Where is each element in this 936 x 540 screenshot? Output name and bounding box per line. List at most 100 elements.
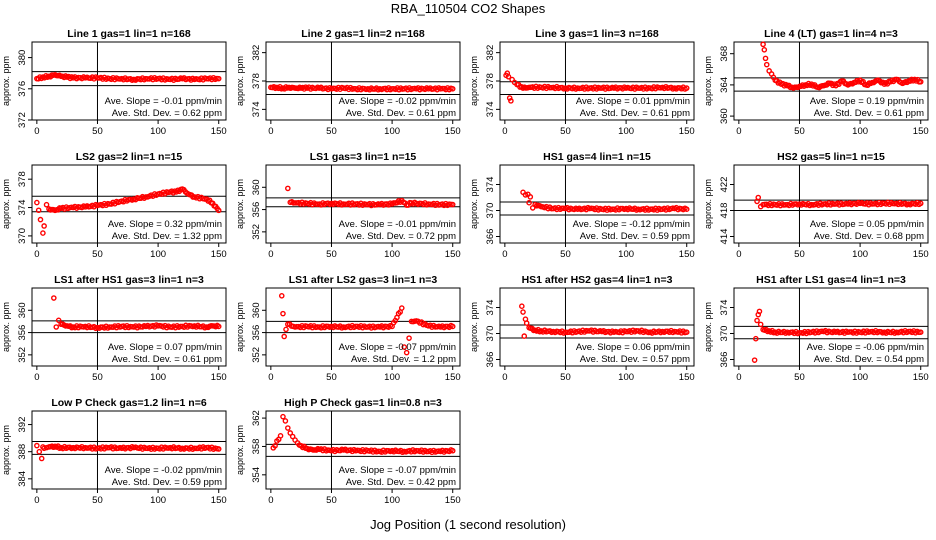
- data-point: [399, 449, 406, 456]
- data-point: [397, 199, 403, 205]
- data-point: [757, 321, 764, 328]
- data-point: [755, 194, 762, 201]
- plot-frame: [31, 287, 227, 367]
- x-tick-label: 50: [794, 249, 805, 260]
- x-tick-label: 150: [211, 372, 227, 383]
- data-point: [275, 436, 282, 443]
- panel-title: HS1 gas=4 lin=1 n=15: [543, 151, 651, 163]
- data-point: [40, 230, 46, 236]
- std-dev-annotation: Ave. Std. Dev. = 0.61 ppm: [814, 108, 924, 119]
- panel-title: LS1 after HS1 gas=3 lin=1 n=3: [54, 274, 204, 286]
- data-point: [761, 47, 768, 53]
- data-point: [794, 202, 801, 208]
- plot-frame: [733, 41, 929, 121]
- x-tick-label: 100: [852, 372, 868, 383]
- x-tick-label: 50: [560, 249, 571, 260]
- y-axis-label: approx. ppm: [235, 179, 245, 229]
- panel-11: HS1 after HS2 gas=4 lin=1 n=3 0 50 100 150 36…: [469, 274, 695, 383]
- data-point: [92, 325, 99, 332]
- panel-5: LS2 gas=2 lin=1 n=15 0 50 100 150 370 374 378 ap…: [1, 151, 227, 260]
- data-point: [214, 75, 220, 82]
- data-point: [190, 194, 196, 200]
- data-point: [214, 322, 221, 329]
- data-point: [560, 85, 567, 92]
- x-tick-label: 0: [34, 126, 39, 137]
- std-dev-annotation: Ave. Std. Dev. = 0.57 ppm: [580, 354, 690, 365]
- data-point: [770, 74, 777, 81]
- data-point: [753, 335, 759, 342]
- data-point: [34, 199, 40, 206]
- y-tick-label: 388: [17, 444, 28, 460]
- data-point: [403, 349, 410, 356]
- y-tick-label: 370: [719, 326, 730, 342]
- data-point: [44, 74, 51, 80]
- x-tick-label: 150: [445, 495, 461, 506]
- x-tick-label: 0: [268, 249, 273, 260]
- std-dev-annotation: Ave. Std. Dev. = 1.32 ppm: [112, 231, 222, 242]
- slope-annotation: Ave. Slope = -0.06 ppm/min: [807, 342, 924, 353]
- panel-title: High P Check gas=1 lin=0.8 n=3: [284, 397, 442, 409]
- y-axis-label: approx. ppm: [469, 56, 479, 106]
- y-tick-label: 366: [719, 352, 730, 368]
- x-tick-label: 100: [150, 249, 166, 260]
- data-point: [41, 445, 47, 452]
- x-tick-label: 100: [384, 249, 400, 260]
- slope-annotation: Ave. Slope = 0.19 ppm/min: [810, 96, 924, 107]
- slope-annotation: Ave. Slope = 0.05 ppm/min: [810, 219, 924, 230]
- x-tick-label: 50: [794, 372, 805, 383]
- data-point: [92, 201, 99, 208]
- x-tick-label: 150: [913, 372, 929, 383]
- y-tick-label: 356: [17, 325, 28, 341]
- x-tick-label: 150: [445, 372, 461, 383]
- x-tick-label: 0: [502, 249, 507, 260]
- y-axis-label: approx. ppm: [469, 302, 479, 352]
- data-point: [436, 323, 442, 330]
- y-axis-label: approx. ppm: [703, 179, 713, 229]
- data-point: [208, 199, 214, 206]
- data-point: [80, 203, 87, 209]
- data-point: [387, 448, 394, 455]
- plot-frame: [265, 287, 461, 367]
- x-tick-label: 100: [852, 126, 868, 137]
- data-point: [837, 78, 844, 85]
- data-point: [296, 84, 303, 91]
- data-point: [56, 445, 63, 452]
- x-tick-label: 0: [268, 126, 273, 137]
- y-tick-label: 370: [485, 203, 496, 219]
- plot-frame: [31, 410, 227, 490]
- y-tick-label: 360: [251, 302, 262, 318]
- panel-title: Line 2 gas=1 lin=2 n=168: [301, 28, 425, 40]
- data-point: [117, 444, 123, 451]
- data-point: [397, 309, 403, 315]
- data-point: [831, 328, 837, 335]
- data-point: [289, 433, 296, 440]
- panel-7: HS1 gas=4 lin=1 n=15 0 50 100 150 366 370 374 ap…: [469, 151, 695, 260]
- data-point: [278, 85, 285, 92]
- std-dev-annotation: Ave. Std. Dev. = 0.42 ppm: [346, 477, 456, 488]
- data-point: [38, 75, 45, 82]
- y-tick-label: 358: [251, 439, 262, 455]
- data-point: [177, 446, 184, 452]
- data-point: [375, 86, 382, 93]
- slope-annotation: Ave. Slope = -0.02 ppm/min: [105, 465, 222, 476]
- y-axis-label: approx. ppm: [1, 179, 11, 229]
- y-tick-label: 384: [17, 471, 28, 487]
- slope-annotation: Ave. Slope = -0.07 ppm/min: [339, 342, 456, 353]
- data-point: [423, 322, 430, 329]
- data-point: [302, 84, 309, 90]
- data-point: [892, 76, 898, 83]
- x-tick-label: 150: [913, 249, 929, 260]
- data-point: [762, 55, 769, 62]
- data-point: [523, 320, 530, 326]
- y-axis-label: approx. ppm: [1, 56, 11, 106]
- std-dev-annotation: Ave. Std. Dev. = 0.59 ppm: [112, 477, 222, 488]
- data-point: [68, 74, 75, 80]
- panel-title: LS1 after LS2 gas=3 lin=1 n=3: [289, 274, 438, 286]
- plot-frame: [265, 164, 461, 244]
- slope-annotation: Ave. Slope = 0.06 ppm/min: [576, 342, 690, 353]
- data-point: [281, 333, 287, 340]
- data-point: [524, 85, 531, 91]
- x-tick-label: 0: [502, 126, 507, 137]
- data-point: [801, 83, 807, 89]
- data-point: [633, 207, 640, 213]
